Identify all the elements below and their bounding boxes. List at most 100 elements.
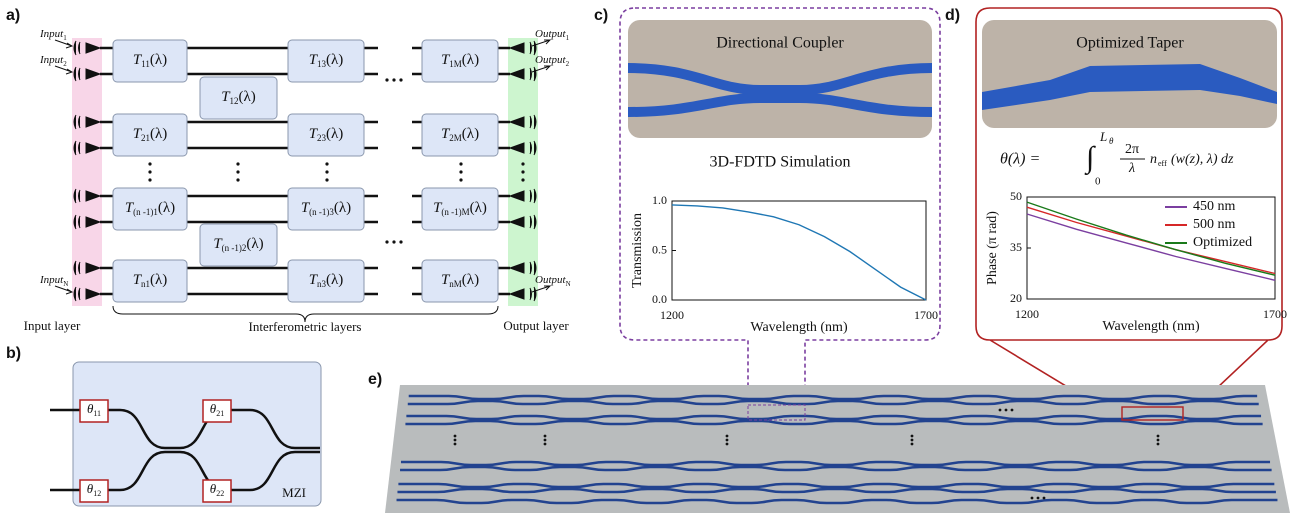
text-tail: (λ) <box>150 126 167 142</box>
ellipsis-dot <box>459 170 462 173</box>
text-sub: 2 <box>566 60 570 68</box>
ellipsis-dot <box>459 178 462 181</box>
text-sub: (n -1)1 <box>133 207 158 217</box>
ellipsis-dot <box>392 78 395 81</box>
y-tick-label: 20 <box>1010 291 1022 305</box>
ellipsis-dot <box>399 240 402 243</box>
text-sub: 22 <box>216 489 224 498</box>
text-main: Input <box>39 28 64 40</box>
y-tick-label: 50 <box>1010 189 1022 203</box>
formula: θ(λ) = ∫ 0 L θ 2π λ n eff (w(z), λ) dz <box>1000 129 1234 188</box>
input-label: Input1 <box>39 28 67 42</box>
figure: T11(λ)T12(λ)T13(λ)T1M(λ)T21(λ)T23(λ)T2M(… <box>0 0 1290 513</box>
panel-label: e) <box>368 371 382 388</box>
panel-label: a) <box>6 7 20 24</box>
ellipsis-dot <box>726 435 729 438</box>
ellipsis-dot <box>911 435 914 438</box>
ellipsis-dot <box>999 409 1002 412</box>
block-label: T11(λ) <box>133 52 167 69</box>
formula-part: λ <box>1128 161 1135 176</box>
layer-label: Output layer <box>503 318 569 333</box>
ellipsis-dot <box>1011 409 1014 412</box>
ellipsis-dot <box>148 170 151 173</box>
legend-label: 500 nm <box>1193 217 1236 232</box>
text-main: Input <box>39 54 64 66</box>
block-label: Tn3(λ) <box>309 272 344 289</box>
text-sub: nM <box>449 279 462 289</box>
text-tail: (λ) <box>462 52 479 68</box>
ellipsis-dot <box>236 178 239 181</box>
x-axis-label: Wavelength (nm) <box>1102 319 1200 334</box>
brace <box>113 306 498 322</box>
legend-label: Optimized <box>1193 235 1252 250</box>
ellipsis-dot <box>1157 435 1160 438</box>
legend-label: 450 nm <box>1193 199 1236 214</box>
ellipsis-dot <box>148 178 151 181</box>
text-sub: N <box>63 280 68 288</box>
x-tick-label: 1700 <box>1263 307 1287 321</box>
image-caption: Directional Coupler <box>716 35 844 52</box>
ellipsis-dot <box>1043 497 1046 500</box>
output-label: Output2 <box>535 54 570 68</box>
text-sub: 21 <box>141 133 150 143</box>
ellipsis-dot <box>911 439 914 442</box>
ellipsis-dot <box>385 78 388 81</box>
layer-label: Input layer <box>24 318 81 333</box>
ellipsis-dot <box>1037 497 1040 500</box>
text-tail: (λ) <box>150 52 167 68</box>
ellipsis-dot <box>1031 497 1034 500</box>
x-tick-label: 1700 <box>914 308 938 322</box>
y-tick-label: 0.0 <box>652 292 667 306</box>
panel-label: b) <box>6 345 21 362</box>
ellipsis-dot <box>1157 443 1160 446</box>
block-label: Tn1(λ) <box>133 272 168 289</box>
ellipsis-dot <box>325 178 328 181</box>
charts: 0.0 0.5 1.0 1200 1700 Wavelength (nm) Transmis… <box>630 189 1287 335</box>
text-sub: 1M <box>449 59 462 69</box>
formula-part: n <box>1150 152 1157 167</box>
y-tick-label: 35 <box>1010 240 1022 254</box>
y-tick-label: 0.5 <box>652 242 667 256</box>
text-sub: 2M <box>449 133 462 143</box>
text-tail: (λ) <box>246 236 263 252</box>
formula-part: L <box>1099 129 1107 144</box>
text-sub: (n -1)2 <box>222 243 247 253</box>
output-label: Output1 <box>535 28 570 42</box>
y-axis-label: Transmission <box>630 213 645 288</box>
ellipsis-dot <box>454 439 457 442</box>
x-tick-label: 1200 <box>1015 307 1039 321</box>
subtitle: 3D-FDTD Simulation <box>710 154 851 171</box>
text-sub: 21 <box>216 409 224 418</box>
ellipsis-dot <box>399 78 402 81</box>
text-sub: N <box>566 280 571 288</box>
text-sub: (n -1)M <box>441 207 469 217</box>
formula-part: 0 <box>1095 176 1101 188</box>
ellipsis-dot <box>544 439 547 442</box>
y-axis-label: Phase (π rad) <box>985 211 1000 285</box>
ellipsis-dot <box>726 439 729 442</box>
y-tick-label: 1.0 <box>652 193 667 207</box>
ellipsis-dot <box>385 240 388 243</box>
block-label: T13(λ) <box>309 52 344 69</box>
formula-part: θ <box>1109 136 1114 146</box>
text-main: Input <box>39 274 64 286</box>
ellipsis-dot <box>1005 409 1008 412</box>
text-sub: 12 <box>93 489 101 498</box>
image-caption: Optimized Taper <box>1076 35 1184 52</box>
text-sub: 12 <box>230 96 239 106</box>
formula-part: 2π <box>1125 142 1139 157</box>
ellipsis-dot <box>459 162 462 165</box>
text-sub: (n -1)3 <box>309 207 334 217</box>
panel-a: T11(λ)T12(λ)T13(λ)T1M(λ)T21(λ)T23(λ)T2M(… <box>39 28 571 302</box>
panel-label: d) <box>945 7 960 24</box>
ellipsis-dot <box>521 170 524 173</box>
text-tail: (λ) <box>158 200 175 216</box>
ellipsis-dot <box>544 435 547 438</box>
text-sub: 1 <box>566 34 570 42</box>
ellipsis-dot <box>454 443 457 446</box>
ellipsis-dot <box>521 178 524 181</box>
text-tail: (λ) <box>326 272 343 288</box>
text-main: Output <box>535 28 567 40</box>
box-label: MZI <box>282 485 306 500</box>
ellipsis-dot <box>392 240 395 243</box>
